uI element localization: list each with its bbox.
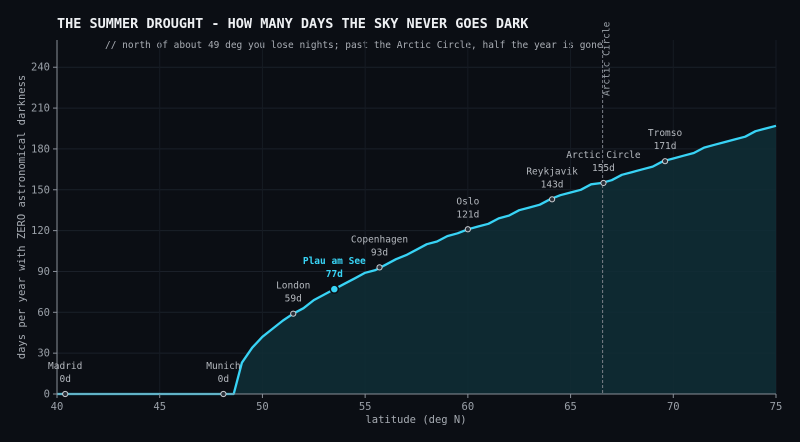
y-axis-label: days per year with ZERO astronomical dar… — [16, 75, 28, 359]
series-area-fill — [57, 125, 776, 395]
x-tick-label: 40 — [51, 401, 64, 413]
city-name-label: Copenhagen — [351, 234, 408, 245]
y-tick-label: 120 — [31, 225, 50, 237]
city-name-label: London — [276, 281, 310, 292]
arctic-circle-line-label: Arctic Circle — [602, 21, 613, 96]
y-tick-label: 210 — [31, 103, 50, 115]
series-line — [57, 124, 777, 396]
city-point — [329, 284, 340, 294]
city-marker: Oslo 121d — [456, 196, 480, 233]
city-name-label: Reykjavik — [526, 166, 578, 177]
y-tick-label: 90 — [37, 266, 50, 278]
y-tick-label: 60 — [37, 307, 50, 319]
city-marker: London 59d — [276, 281, 310, 317]
area-layer — [57, 124, 777, 396]
city-marker: Arctic Circle 155d — [566, 150, 641, 187]
x-tick-label: 55 — [359, 401, 372, 413]
city-value-label: 93d — [371, 247, 388, 258]
city-point — [62, 390, 69, 398]
city-point — [290, 310, 297, 317]
annotation-layer: Madrid 0d Munich 0d London 59d Plau am See 77d C… — [48, 128, 683, 398]
city-value-label: 77d — [326, 269, 343, 280]
city-value-label: 0d — [218, 374, 229, 385]
x-tick-label: 45 — [153, 401, 166, 413]
y-tick-label: 240 — [31, 62, 50, 74]
reference-line-layer: Arctic Circle — [602, 21, 613, 394]
city-value-label: 0d — [59, 374, 70, 385]
city-marker: Copenhagen 93d — [351, 234, 408, 271]
city-point — [600, 179, 607, 187]
x-tick-label: 65 — [564, 401, 577, 413]
city-name-label: Madrid — [48, 361, 82, 372]
x-tick-label: 50 — [256, 401, 269, 413]
x-tick-label: 70 — [667, 401, 680, 413]
city-value-label: 121d — [456, 209, 479, 220]
city-name-label: Arctic Circle — [566, 150, 641, 161]
city-name-label: Munich — [206, 361, 240, 372]
city-name-label: Tromso — [648, 128, 683, 139]
x-tick-label: 75 — [770, 401, 783, 413]
city-value-label: 59d — [285, 294, 302, 305]
axes: 0 30 60 90 120 150 180 210 240 40 45 50 55 60 65 70 75 — [31, 40, 782, 413]
city-point — [661, 158, 669, 165]
city-name-label: Oslo — [456, 196, 479, 207]
city-point — [376, 264, 383, 271]
city-value-label: 155d — [592, 163, 615, 174]
city-value-label: 171d — [654, 141, 677, 152]
city-point — [464, 226, 471, 233]
chart-subtitle: // north of about 49 deg you lose nights… — [105, 40, 603, 51]
city-marker: Reykjavik 143d — [526, 166, 578, 203]
city-marker: Madrid 0d — [48, 361, 82, 398]
city-marker: Plau am See 77d — [303, 256, 366, 294]
y-tick-label: 150 — [31, 184, 50, 196]
y-tick-label: 30 — [37, 348, 50, 360]
city-value-label: 143d — [541, 179, 564, 190]
city-point — [548, 196, 556, 203]
x-axis-label: latitude (deg N) — [365, 414, 466, 426]
city-point — [220, 390, 227, 398]
city-name-label: Plau am See — [303, 256, 366, 267]
x-tick-label: 60 — [462, 401, 475, 413]
city-marker: Munich 0d — [206, 361, 241, 398]
chart-title: THE SUMMER DROUGHT - HOW MANY DAYS THE S… — [57, 16, 529, 32]
city-marker: Tromso 171d — [648, 128, 683, 165]
y-tick-label: 0 — [44, 389, 50, 401]
y-tick-label: 180 — [31, 143, 50, 155]
